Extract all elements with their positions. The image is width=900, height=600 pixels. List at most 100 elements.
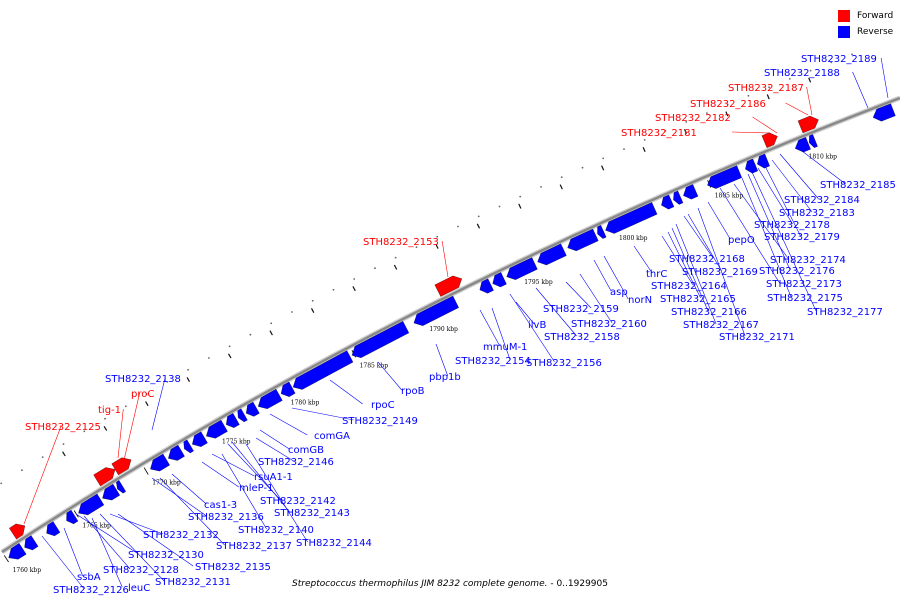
reverse-gene <box>351 321 410 358</box>
reference-dot <box>457 225 459 228</box>
reference-dot <box>602 157 605 160</box>
scale-label: 1810 kbp <box>809 154 838 161</box>
reverse-gene <box>567 228 599 252</box>
reference-dot <box>0 482 3 485</box>
reference-dot <box>270 322 273 325</box>
reverse-gene-label: rpoC <box>371 400 395 411</box>
reverse-gene <box>413 295 459 326</box>
reverse-gene-label: STH8232_2140 <box>238 525 314 536</box>
reverse-gene-label: STH8232_2165 <box>660 294 736 305</box>
scale-label: 1765 kbp <box>82 522 111 529</box>
scale-label: 1805 kbp <box>715 193 744 200</box>
reference-dot <box>41 456 44 458</box>
reference-mark <box>725 111 729 117</box>
reverse-gene <box>479 278 494 294</box>
legend-item-reverse: Reverse <box>838 24 893 39</box>
leader-line <box>661 235 694 286</box>
reference-dot <box>374 267 376 270</box>
leader-line <box>671 227 709 312</box>
reverse-gene <box>795 137 811 153</box>
leader-line <box>779 153 819 200</box>
forward-gene-label: STH8232_2187 <box>728 83 804 94</box>
reference-dot <box>332 288 335 291</box>
reference-dot <box>104 417 106 420</box>
leader-line <box>603 255 629 300</box>
reverse-gene-label: STH8232_2169 <box>682 267 758 278</box>
reverse-gene-label: ilvB <box>528 320 546 331</box>
reference-dot <box>394 256 397 259</box>
reference-mark <box>766 94 770 100</box>
leader-line <box>747 173 791 271</box>
leader-line <box>697 207 746 337</box>
reverse-gene <box>24 535 39 551</box>
reference-dot <box>788 78 791 80</box>
reverse-gene-label: asp <box>610 287 628 298</box>
reverse-gene <box>226 413 240 428</box>
reference-mark <box>352 286 356 292</box>
reference-dot <box>643 139 646 141</box>
leader-line <box>291 407 354 421</box>
reference-dot <box>187 368 190 371</box>
sequence-range: - 0..1929905 <box>547 579 608 589</box>
reference-mark <box>518 203 522 209</box>
reference-mark <box>227 353 232 359</box>
reverse-gene-label: STH8232_2146 <box>258 457 334 468</box>
leader-line <box>83 515 131 570</box>
leader-line <box>329 379 363 405</box>
reverse-gene-label: STH8232_2142 <box>260 496 336 507</box>
reverse-gene-label: mleP-1 <box>239 483 273 494</box>
forward-gene-label: STH8232_2153 <box>363 237 439 248</box>
reference-dot <box>768 86 770 89</box>
reference-dot <box>685 121 688 123</box>
leader-line <box>806 86 813 116</box>
reverse-gene-label: STH8232_2176 <box>759 266 835 277</box>
leader-line <box>751 171 817 312</box>
reverse-gene-label: leuC <box>128 583 150 594</box>
reverse-gene <box>183 439 194 454</box>
reference-mark <box>601 165 605 171</box>
reference-mark <box>476 223 481 229</box>
scale-label: 1775 kbp <box>222 438 251 445</box>
reference-dot <box>415 246 418 249</box>
reverse-gene-label: comGA <box>314 431 350 442</box>
leader-line <box>221 453 267 530</box>
reference-dot <box>809 69 812 72</box>
reverse-gene-label: STH8232_2136 <box>188 512 264 523</box>
leader-line <box>785 102 809 116</box>
reverse-gene-label: STH8232_2138 <box>105 374 181 385</box>
scale-ticks: 1760 kbp 1765 kbp 1770 kbp 1775 kbp 1780 kbp… <box>3 140 838 574</box>
reverse-gene <box>246 401 260 417</box>
genome-axis <box>0 95 900 555</box>
reverse-gene-label: STH8232_2128 <box>103 565 179 576</box>
leader-line <box>75 513 139 555</box>
reverse-gene-label: STH8232_2189 <box>801 54 877 65</box>
forward-gene-label: STH8232_2181 <box>621 128 697 139</box>
reverse-gene-label: STH8232_2168 <box>669 254 745 265</box>
leader-line <box>123 392 140 461</box>
reverse-gene-label: STH8232_2166 <box>671 307 747 318</box>
reverse-gene <box>537 243 567 266</box>
reverse-gene <box>683 184 699 200</box>
forward-gene <box>9 523 26 540</box>
leader-line <box>151 377 166 431</box>
leader-line <box>797 147 846 185</box>
scale-label: 1785 kbp <box>360 362 389 369</box>
reverse-gene <box>192 431 208 447</box>
reverse-gene <box>168 444 185 461</box>
reverse-gene-label: mmuM-1 <box>483 342 527 353</box>
leader-line <box>151 477 207 517</box>
reverse-gene-label: STH8232_2135 <box>195 562 271 573</box>
reference-mark <box>683 128 688 135</box>
reverse-gene <box>46 521 61 537</box>
scale-label: 1800 kbp <box>619 235 648 242</box>
reverse-gene-label: ssbA <box>77 572 101 583</box>
scale-label: 1760 kbp <box>13 567 42 574</box>
reverse-gene <box>102 483 121 501</box>
reverse-gene-label: STH8232_2173 <box>766 279 842 290</box>
reference-dot <box>208 357 210 359</box>
reverse-gene-label: STH8232_2137 <box>216 541 292 552</box>
leader-line <box>259 429 290 450</box>
reverse-gene <box>492 272 507 288</box>
reference-dot <box>519 195 522 198</box>
